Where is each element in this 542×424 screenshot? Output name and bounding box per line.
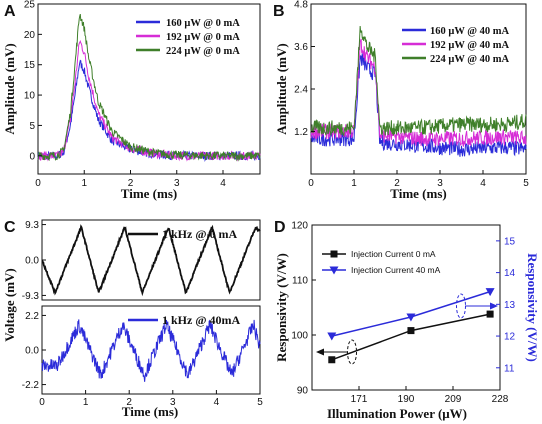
- panel-d-point: [485, 288, 495, 297]
- panel-a-frame: [37, 3, 261, 175]
- panel-d-point: [406, 313, 416, 322]
- panel-d-right-arrowhead: [490, 302, 498, 310]
- panel-b-x-tick-label: 2: [394, 178, 400, 189]
- panel-d-label: D: [274, 219, 286, 236]
- panel-b: B 0 1 2 3 4 5 1.2 2.4 3.6 4.8 160 μW @ 40 mA 192 μ…: [273, 0, 529, 201]
- panel-b-y-tick-label: 2.4: [294, 85, 308, 96]
- panel-d-point: [407, 327, 415, 335]
- panel-a-y-tick-label: 20: [24, 30, 36, 41]
- panel-c: C -9.3 0.0 9.3 -2.2 0.0 2.2 0 1 2 3 4 5 1 kHz @ 0 m…: [2, 219, 263, 419]
- panel-b-y-tick-label: 1.2: [294, 127, 308, 138]
- panel-b-x-label: Time (ms): [390, 186, 446, 201]
- panel-d-x-tick-label: 228: [492, 394, 509, 405]
- panel-b-label: B: [273, 3, 285, 20]
- panel-a-y-tick-label: 10: [24, 91, 36, 102]
- panel-a-legend-label: 224 μW @ 0 mA: [166, 46, 240, 57]
- panel-a-x-tick-label: 3: [174, 178, 180, 189]
- panel-c-y-tick-label: 0.0: [25, 346, 39, 357]
- panel-d-point: [327, 332, 337, 341]
- panel-b-x-tick-label: 5: [523, 178, 529, 189]
- panel-d-y-right-label: Responsivity (V/W): [525, 253, 540, 362]
- panel-d-x-tick-label: 209: [445, 394, 462, 405]
- panel-a-legend-label: 192 μW @ 0 mA: [166, 32, 240, 43]
- panel-b-series-2: [310, 25, 527, 136]
- panel-c-x-tick-label: 1: [83, 397, 89, 408]
- panel-c-y-tick-label: 0.0: [25, 256, 39, 267]
- panel-c-y-label: Voltage (mV): [2, 268, 17, 342]
- panel-a-x-tick-label: 1: [81, 178, 87, 189]
- panel-d-x-label: Illumination Power (μW): [327, 406, 467, 421]
- panel-c-legend-label: 1 kHz @ 0 mA: [162, 227, 237, 241]
- panel-d-y-right-tick-label: 14: [504, 268, 516, 279]
- panel-c-x-tick-label: 0: [39, 397, 45, 408]
- panel-a-y-tick-label: 25: [24, 0, 36, 11]
- panel-b-y-label: Amplitude (mV): [274, 43, 289, 134]
- panel-a-legend-label: 160 μW @ 0 mA: [166, 18, 240, 29]
- panel-a-x-label: Time (ms): [121, 186, 177, 201]
- panel-a-y-tick-label: 15: [24, 60, 36, 71]
- panel-c-x-tick-label: 5: [257, 397, 263, 408]
- panel-b-x-tick-label: 0: [308, 178, 314, 189]
- panel-d-y-tick-label: 100: [291, 331, 308, 342]
- panel-d-y-tick-label: 110: [292, 276, 308, 287]
- panel-d-point: [486, 310, 494, 318]
- panel-c-x-tick-label: 4: [214, 397, 220, 408]
- panel-d-right-series-marker-ellipse: [456, 293, 466, 319]
- panel-a-x-tick-label: 2: [128, 178, 134, 189]
- panel-b-legend-label: 224 μW @ 40 mA: [430, 54, 510, 65]
- panel-a-label: A: [4, 3, 16, 20]
- panel-d-point: [328, 356, 336, 364]
- panel-c-legend-label: 1 kHz @ 40mA: [162, 313, 240, 327]
- panel-b-x-tick-label: 4: [480, 178, 486, 189]
- panel-a-y-tick-label: 5: [29, 121, 35, 132]
- panel-c-series-0: [41, 224, 261, 297]
- panel-d-y-right-tick-label: 15: [504, 236, 516, 247]
- panel-b-legend-label: 160 μW @ 40 mA: [430, 26, 510, 37]
- panel-d-left-arrowhead: [316, 348, 324, 356]
- panel-c-y-tick-label: 2.2: [25, 311, 39, 322]
- panel-d-x-tick-label: 190: [398, 394, 415, 405]
- panel-b-x-tick-label: 1: [351, 178, 357, 189]
- panel-d-x-tick-label: 171: [351, 394, 368, 405]
- panel-d-y-tick-label: 90: [297, 386, 309, 397]
- panel-d-y-tick-label: 120: [291, 221, 308, 232]
- panel-c-label: C: [4, 219, 16, 236]
- panel-c-x-label: Time (ms): [122, 404, 178, 419]
- panel-a-series-2: [37, 13, 261, 162]
- panel-b-y-tick-label: 4.8: [294, 0, 308, 11]
- panel-b-y-tick-label: 3.6: [294, 42, 308, 53]
- panel-c-y-tick-label: 9.3: [25, 220, 39, 231]
- panel-d-y-right-tick-label: 11: [504, 363, 515, 374]
- panel-a-x-tick-label: 4: [220, 178, 226, 189]
- panel-d: D 171 190 209 228 90 100 110 120 11 12 13 14 15 Inje…: [274, 219, 540, 421]
- panel-d-legend-label: Injection Current 40 mA: [351, 265, 441, 275]
- panel-a-y-tick-label: 0: [29, 151, 35, 162]
- panel-c-x-tick-label: 3: [170, 397, 176, 408]
- panel-a: A 0 1 2 3 4 0 5 10 15 20 25 160 μW @ 0 mA 192 μW @ …: [2, 0, 261, 201]
- panel-a-y-label: Amplitude (mV): [2, 43, 17, 134]
- panel-d-y-right-tick-label: 12: [504, 332, 516, 343]
- panel-c-series-1: [41, 319, 261, 382]
- panel-d-legend-marker: [330, 250, 338, 258]
- panel-d-legend-marker: [329, 266, 339, 275]
- panel-d-legend-label: Injection Current 0 mA: [351, 249, 436, 259]
- panel-b-x-tick-label: 3: [437, 178, 443, 189]
- panel-d-y-right-tick-label: 13: [504, 300, 516, 311]
- panel-a-x-tick-label: 0: [35, 178, 41, 189]
- panel-b-legend-label: 192 μW @ 40 mA: [430, 40, 510, 51]
- panel-c-y-tick-label: -9.3: [22, 291, 40, 302]
- panel-c-x-tick-label: 2: [126, 397, 132, 408]
- panel-c-y-tick-label: -2.2: [22, 380, 40, 391]
- panel-d-y-label: Responsivity (V/W): [274, 253, 289, 362]
